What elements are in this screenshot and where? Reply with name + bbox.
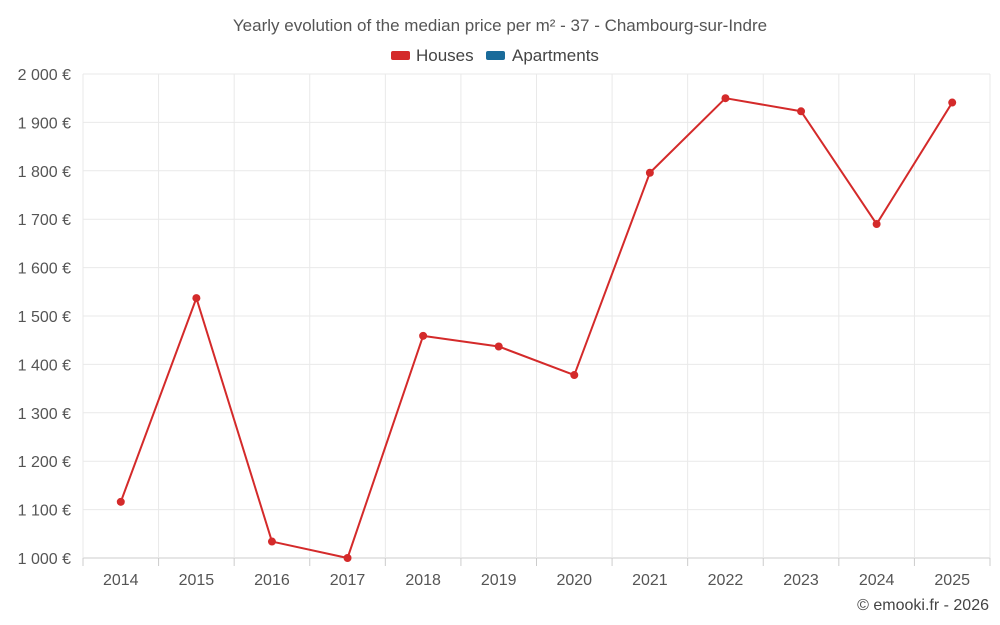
data-point[interactable] — [645, 168, 654, 177]
x-axis: 2014 2015 2016 2017 2018 2019 2020 2021 2022 2023… — [82, 558, 991, 589]
x-tick-label: 2015 — [179, 572, 215, 589]
legend-item-houses[interactable]: Houses — [391, 46, 474, 65]
x-tick-label: 2021 — [632, 572, 668, 589]
grid — [82, 73, 991, 559]
x-tick-label: 2017 — [330, 572, 366, 589]
y-tick-label: 1 700 € — [18, 212, 71, 229]
chart-title: Yearly evolution of the median price per… — [233, 16, 767, 35]
y-tick-label: 1 100 € — [18, 503, 71, 520]
series-houses — [116, 94, 957, 562]
x-tick-label: 2019 — [481, 572, 517, 589]
y-tick-label: 1 000 € — [18, 551, 71, 568]
data-point[interactable] — [872, 220, 881, 229]
data-point[interactable] — [343, 554, 352, 562]
y-tick-label: 1 500 € — [18, 309, 71, 326]
credit-text: © emooki.fr - 2026 — [857, 597, 989, 614]
data-point[interactable] — [192, 294, 201, 303]
y-tick-label: 1 900 € — [18, 115, 71, 132]
y-tick-label: 1 300 € — [18, 406, 71, 423]
legend-swatch-apartments — [486, 51, 505, 60]
data-point[interactable] — [419, 331, 428, 340]
x-tick-label: 2024 — [859, 572, 895, 589]
x-tick-label: 2014 — [103, 572, 139, 589]
y-tick-label: 1 600 € — [18, 261, 71, 278]
data-point[interactable] — [116, 497, 125, 506]
y-tick-label: 1 800 € — [18, 164, 71, 181]
legend-swatch-houses — [391, 51, 410, 60]
data-point[interactable] — [721, 94, 730, 103]
legend-label-houses: Houses — [416, 46, 474, 65]
legend-item-apartments[interactable]: Apartments — [486, 46, 599, 65]
data-point[interactable] — [494, 342, 503, 351]
y-tick-label: 1 200 € — [18, 454, 71, 471]
legend: Houses Apartments — [391, 46, 599, 65]
x-tick-label: 2020 — [556, 572, 592, 589]
x-tick-label: 2022 — [708, 572, 744, 589]
y-tick-label: 1 400 € — [18, 357, 71, 374]
y-tick-label: 2 000 € — [18, 67, 71, 84]
data-point[interactable] — [948, 98, 957, 107]
data-point[interactable] — [570, 371, 579, 380]
legend-label-apartments: Apartments — [512, 46, 599, 65]
x-tick-label: 2016 — [254, 572, 290, 589]
data-point[interactable] — [267, 537, 276, 546]
x-tick-label: 2023 — [783, 572, 819, 589]
x-tick-label: 2018 — [405, 572, 441, 589]
y-axis: 1 000 € 1 100 € 1 200 € 1 300 € 1 400 € 1 500… — [18, 67, 71, 568]
series-line-houses — [119, 97, 954, 559]
data-point[interactable] — [797, 107, 806, 116]
x-tick-label: 2025 — [934, 572, 970, 589]
